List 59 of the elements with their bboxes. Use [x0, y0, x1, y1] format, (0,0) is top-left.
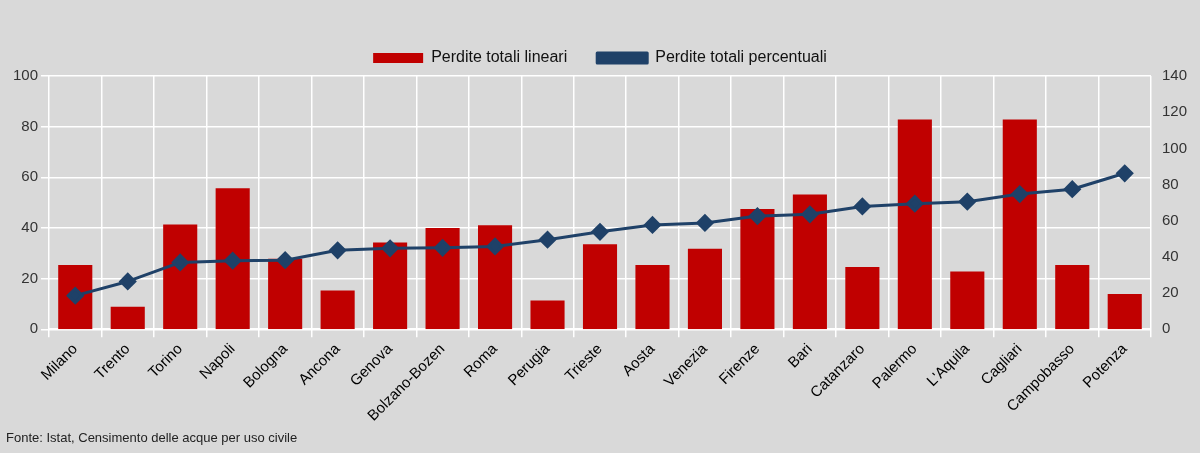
bar — [530, 300, 565, 330]
bar — [1107, 294, 1142, 330]
point — [329, 241, 347, 259]
bar — [950, 271, 985, 330]
bar — [215, 188, 250, 330]
bar — [1002, 119, 1037, 330]
point — [171, 253, 189, 271]
y2-tick-label: 100 — [1161, 138, 1187, 156]
bar — [1055, 265, 1090, 330]
point — [958, 193, 976, 211]
y2-tick-label: 80 — [1161, 174, 1179, 192]
bar — [792, 194, 827, 330]
y2-tick-label: 140 — [1161, 66, 1187, 84]
y-tick-label: 60 — [21, 167, 39, 185]
y-tick-label: 100 — [13, 66, 39, 84]
y-tick-label: 0 — [29, 319, 39, 337]
y2-tick-label: 0 — [1161, 319, 1171, 337]
point — [381, 239, 399, 257]
point — [748, 207, 766, 225]
point — [1116, 164, 1134, 182]
bar — [110, 306, 145, 330]
bar — [582, 244, 618, 330]
bar — [373, 242, 408, 330]
y2-tick-label: 120 — [1161, 102, 1187, 120]
y-tick-label: 20 — [21, 268, 39, 286]
y2-tick-label: 20 — [1161, 283, 1179, 301]
y2-tick-label: 60 — [1161, 210, 1179, 228]
point — [486, 238, 504, 255]
bar — [897, 119, 932, 330]
source-note: Fonte: Istat, Censimento delle acque per uso civile — [6, 430, 298, 445]
point — [1011, 185, 1029, 203]
point — [643, 216, 661, 234]
bar — [58, 265, 93, 330]
bar — [635, 265, 670, 330]
legend-label: Perdite totali percentuali — [655, 48, 827, 66]
point — [224, 252, 242, 270]
point — [1063, 180, 1081, 198]
point — [801, 205, 819, 223]
y-tick-label: 80 — [21, 116, 39, 134]
point — [434, 239, 452, 257]
bar — [740, 209, 775, 330]
point — [591, 223, 609, 241]
bar — [320, 290, 355, 330]
point — [853, 197, 871, 215]
point — [906, 195, 924, 213]
bar — [268, 258, 303, 330]
y-tick-label: 40 — [21, 218, 39, 236]
x-tick-label: Bari — [784, 339, 815, 371]
y2-tick-label: 40 — [1161, 247, 1179, 265]
bar — [425, 228, 460, 330]
bar — [478, 225, 513, 330]
bar — [163, 224, 198, 330]
point — [119, 272, 137, 290]
bar — [687, 248, 722, 330]
legend-label: Perdite totali lineari — [431, 48, 568, 66]
point — [539, 231, 557, 249]
point — [276, 251, 294, 269]
point — [696, 214, 714, 232]
bar — [845, 266, 880, 330]
